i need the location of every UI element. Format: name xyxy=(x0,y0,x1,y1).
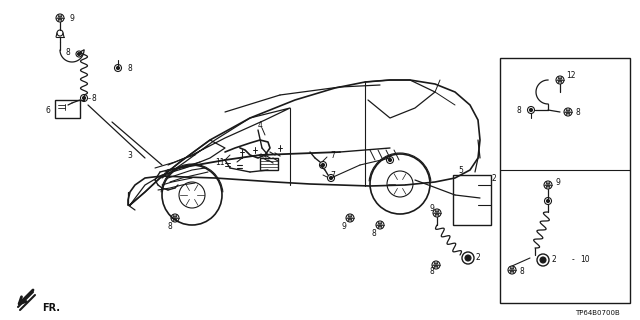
Text: 9: 9 xyxy=(556,178,561,187)
Text: 8: 8 xyxy=(372,228,377,237)
Text: 9: 9 xyxy=(342,221,347,230)
Text: 11: 11 xyxy=(215,157,225,166)
Bar xyxy=(260,158,278,170)
Text: 8: 8 xyxy=(168,221,173,230)
Circle shape xyxy=(529,108,532,112)
Text: 3: 3 xyxy=(127,150,132,159)
Text: 8: 8 xyxy=(429,268,434,276)
Text: 7: 7 xyxy=(330,150,335,159)
Circle shape xyxy=(77,52,81,55)
Text: 12: 12 xyxy=(566,70,575,79)
Text: 5: 5 xyxy=(458,165,463,174)
Circle shape xyxy=(321,164,324,167)
Text: 8: 8 xyxy=(516,106,521,115)
Text: 8: 8 xyxy=(65,47,70,57)
Text: FR.: FR. xyxy=(42,303,60,313)
Circle shape xyxy=(83,96,86,100)
Circle shape xyxy=(116,67,120,69)
Text: 7: 7 xyxy=(330,171,335,180)
Text: 9: 9 xyxy=(430,204,435,212)
Circle shape xyxy=(547,199,550,203)
Text: 10: 10 xyxy=(580,255,589,265)
Text: 2: 2 xyxy=(492,173,497,182)
Text: 9: 9 xyxy=(70,13,75,22)
Text: 2: 2 xyxy=(476,253,481,262)
Circle shape xyxy=(330,176,333,180)
Bar xyxy=(453,175,491,225)
Text: 8: 8 xyxy=(575,108,580,116)
Bar xyxy=(500,58,630,303)
Bar xyxy=(55,100,80,118)
Text: 8: 8 xyxy=(128,63,132,73)
Circle shape xyxy=(465,255,471,261)
Circle shape xyxy=(388,158,392,162)
Circle shape xyxy=(540,257,546,263)
Text: 8: 8 xyxy=(520,268,525,276)
Text: 2: 2 xyxy=(552,255,557,265)
Text: 4: 4 xyxy=(258,121,263,130)
Text: -: - xyxy=(572,255,575,265)
Text: 6: 6 xyxy=(45,106,50,115)
Text: TP64B0700B: TP64B0700B xyxy=(575,310,620,316)
Text: 8: 8 xyxy=(92,93,97,102)
